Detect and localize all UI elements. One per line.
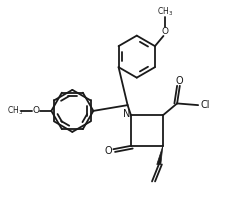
Polygon shape xyxy=(157,146,163,164)
Text: CH$_3$: CH$_3$ xyxy=(157,5,173,18)
Text: O: O xyxy=(176,76,183,86)
Text: O: O xyxy=(33,106,40,115)
Text: O: O xyxy=(104,146,112,156)
Text: N: N xyxy=(123,109,130,119)
Text: CH$_3$: CH$_3$ xyxy=(7,105,23,117)
Text: Cl: Cl xyxy=(200,100,210,110)
Text: O: O xyxy=(162,27,169,36)
